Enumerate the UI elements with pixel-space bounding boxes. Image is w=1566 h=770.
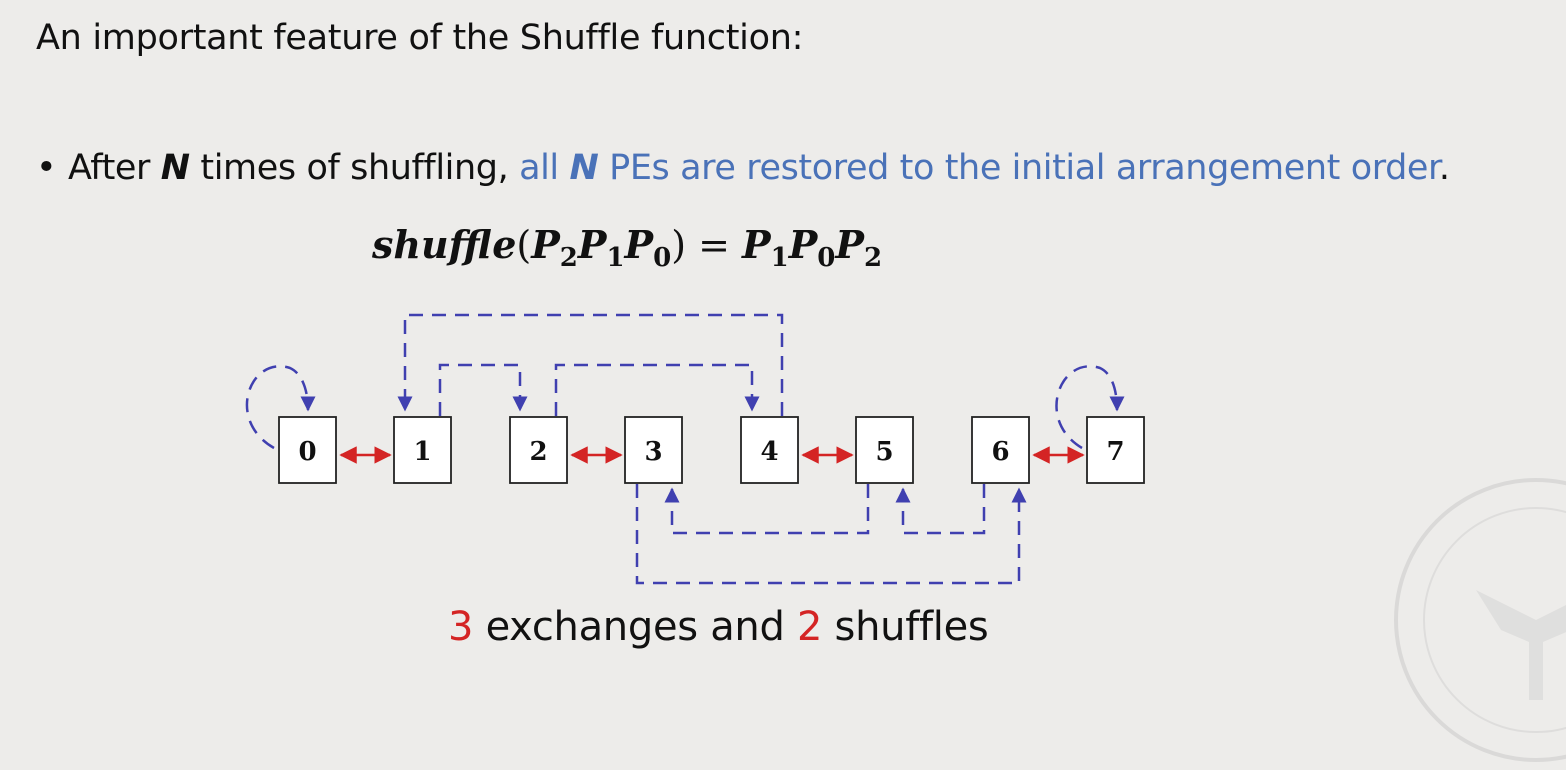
pe-node-0: 0 bbox=[278, 416, 337, 484]
formula-p2: P bbox=[531, 222, 560, 267]
pe-node-label: 1 bbox=[413, 437, 431, 467]
pe-node-2: 2 bbox=[509, 416, 568, 484]
caption-text-2: shuffles bbox=[822, 604, 989, 650]
caption-shuffle-count: 2 bbox=[796, 604, 823, 650]
formula-r1-sub: 1 bbox=[770, 243, 789, 273]
shuffle-line-1-to-4 bbox=[397, 313, 784, 416]
pe-node-label: 3 bbox=[644, 437, 662, 467]
formula-lparen: ( bbox=[516, 223, 532, 267]
bullet-highlight-1: all bbox=[519, 148, 570, 188]
slide-title: An important feature of the Shuffle func… bbox=[36, 18, 804, 58]
formula-r3-sub: 2 bbox=[863, 243, 883, 273]
formula-p0-sub: 0 bbox=[653, 243, 672, 273]
pe-node-label: 7 bbox=[1106, 437, 1124, 467]
bullet-highlight-2: PEs are restored to the initial arrangem… bbox=[598, 148, 1439, 188]
pe-node-label: 5 bbox=[875, 437, 893, 467]
pe-node-6: 6 bbox=[971, 416, 1030, 484]
formula-p0: P bbox=[624, 222, 654, 267]
shuffle-loop-0 bbox=[245, 365, 316, 450]
pe-node-1: 1 bbox=[393, 416, 452, 484]
formula-p2-sub: 2 bbox=[559, 243, 578, 273]
bullet-marker: • bbox=[36, 148, 57, 188]
pe-node-label: 6 bbox=[991, 437, 1009, 467]
formula-r3: P bbox=[835, 222, 864, 267]
formula-equals: = bbox=[686, 223, 743, 267]
formula-func: shuffle bbox=[372, 222, 517, 267]
formula-r2: P bbox=[788, 222, 818, 267]
shuffle-line-2-to-4 bbox=[554, 363, 760, 416]
shuffle-line-3-to-6 bbox=[635, 484, 1027, 585]
caption-text-1: exchanges and bbox=[473, 604, 797, 650]
formula-r1: P bbox=[742, 222, 771, 267]
pe-node-3: 3 bbox=[624, 416, 683, 484]
shuffle-line-1-to-2 bbox=[438, 363, 528, 416]
bullet-end: . bbox=[1438, 148, 1450, 188]
formula-rparen: ) bbox=[671, 223, 687, 267]
shuffle-loop-7 bbox=[1055, 365, 1125, 450]
pe-node-4: 4 bbox=[740, 416, 799, 484]
formula-p1-sub: 1 bbox=[606, 243, 625, 273]
shuffle-exchange-diagram: 0 1 2 3 4 5 6 7 bbox=[245, 313, 1145, 585]
bullet-n-1: N bbox=[160, 148, 190, 188]
pe-node-label: 0 bbox=[298, 437, 316, 467]
formula-r2-sub: 0 bbox=[817, 243, 836, 273]
pe-node-7: 7 bbox=[1086, 416, 1145, 484]
bullet-text-1: After bbox=[68, 148, 161, 188]
shuffle-line-5-to-3 bbox=[664, 484, 870, 535]
pe-node-5: 5 bbox=[855, 416, 914, 484]
caption-exchange-count: 3 bbox=[448, 604, 474, 650]
pe-node-label: 4 bbox=[760, 437, 778, 467]
pe-node-label: 2 bbox=[529, 437, 547, 467]
formula-p1: P bbox=[577, 222, 607, 267]
university-seal-watermark bbox=[1394, 478, 1566, 762]
shuffle-line-6-to-5 bbox=[895, 484, 986, 535]
caption: 3 exchanges and 2 shuffles bbox=[448, 604, 989, 650]
shuffle-formula: shuffle(P2P1P0) = P1P0P2 bbox=[372, 222, 882, 271]
bullet-point: • After N times of shuffling, all N PEs a… bbox=[36, 148, 1450, 188]
bullet-text-2: times of shuffling, bbox=[189, 148, 520, 188]
bullet-n-2: N bbox=[569, 148, 599, 188]
